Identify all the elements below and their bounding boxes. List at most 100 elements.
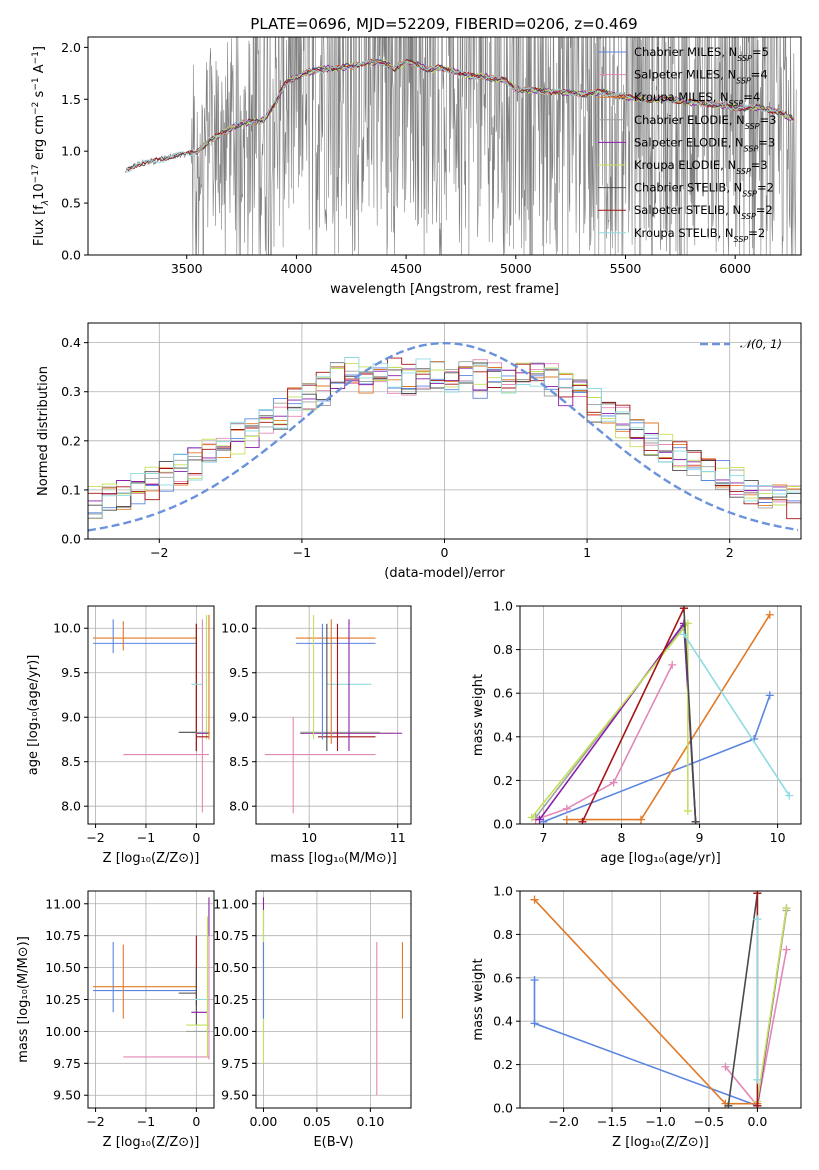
data-point-kroupa_elodie: [683, 806, 692, 815]
series-line-kroupa_elodie: [531, 621, 689, 819]
legend-count: =4: [743, 90, 760, 104]
y-axis-label: Flux [fλ10−17 erg cm−2 s−1 A−1]: [31, 46, 51, 246]
model-spectrum-salpeter_stelib: [127, 58, 794, 172]
data-point-salpeter_stelib: [753, 891, 762, 898]
gridlines: [256, 606, 411, 824]
data-point-salpeter_stelib: [679, 606, 688, 613]
data-point-kroupa_stelib: [753, 915, 762, 924]
y-tick-label: 9.0: [61, 710, 81, 725]
plot-area: [88, 342, 801, 532]
y-axis-label: age [log₁₀(age/yr)]: [26, 655, 41, 776]
data-point-kroupa_stelib: [753, 1075, 762, 1084]
legend-subscript: SSP: [742, 189, 757, 198]
observed-spectrum: [125, 37, 797, 255]
legend-text: Salpeter STELIB, N: [634, 203, 741, 217]
x-tick-label: −1: [137, 1114, 155, 1129]
plot-frame: [87, 322, 802, 540]
y-tick-label: 1.0: [493, 884, 513, 899]
data-point-chabrier_miles: [765, 691, 774, 700]
y-tick-label: 10.25: [213, 992, 249, 1007]
panel-weight_vs_age: 7 8 9 10 0.0 0.2 0.4 0.6 0.8 1.0 age [log₁₀(age/yr…: [471, 599, 802, 866]
y-axis-label: Normed distribution: [36, 366, 51, 496]
legend-subscript: SSP: [729, 99, 744, 108]
data-point-salpeter_miles: [609, 778, 618, 787]
y-axis-label-part: λ: [41, 200, 51, 206]
plot-area: [262, 897, 403, 1096]
data-point-kroupa_elodie: [527, 813, 536, 822]
gridlines: [88, 323, 801, 540]
x-axis-label: (data-model)/error: [384, 566, 505, 581]
y-axis-label: mass weight: [471, 958, 486, 1040]
legend-subscript: SSP: [736, 167, 751, 176]
y-axis-label-part: −1: [31, 77, 41, 90]
x-tick-label: −2: [86, 1114, 104, 1129]
y-axis-label: mass weight: [471, 674, 486, 756]
gridlines: [88, 891, 214, 1108]
y-tick-label: 8.0: [61, 799, 81, 814]
legend-label: Kroupa ELODIE, NSSP=3: [634, 158, 768, 176]
gridlines: [520, 605, 801, 825]
x-tick-label: 5500: [610, 261, 642, 276]
legend-subscript: SSP: [736, 76, 751, 85]
series-line-chabrier_stelib: [727, 893, 759, 1106]
series-line-chabrier_miles: [533, 980, 758, 1107]
x-tick-label: 10: [301, 830, 317, 845]
legend-count: =4: [751, 68, 768, 82]
legend-text: Salpeter ELODIE, N: [634, 135, 744, 149]
y-tick-label: 0.2: [493, 1057, 513, 1072]
x-tick-label: 9: [696, 830, 704, 845]
y-axis-label: mass [log₁₀(M/M⊙)]: [16, 936, 31, 1063]
data-point-salpeter_stelib: [753, 1101, 762, 1108]
y-tick-label: 0.0: [61, 248, 81, 263]
legend-subscript: SSP: [744, 144, 759, 153]
data-point-chabrier_miles: [530, 975, 539, 984]
y-tick-label: 0.8: [493, 927, 513, 942]
x-tick-label: 8: [617, 830, 625, 845]
legend-label: Kroupa STELIB, NSSP=2: [634, 226, 765, 244]
plot-frame: [87, 36, 802, 256]
y-tick-label: 11.00: [45, 896, 81, 911]
data-point-kroupa_stelib: [679, 630, 688, 639]
data-point-salpeter_elodie: [535, 815, 544, 824]
x-tick-label: −1.5: [597, 1114, 627, 1129]
y-axis-label-part: ]: [32, 46, 47, 51]
legend-text: Chabrier STELIB, N: [634, 181, 742, 195]
legend-count: =3: [760, 113, 777, 127]
x-axis-label: Z [log₁₀(Z/Z⊙)]: [103, 1135, 200, 1150]
data-point-salpeter_miles: [562, 804, 571, 813]
panel-mass_vs_ebv: 0.00 0.05 0.10 9.50 9.75 10.00 10.25 10.50 10.75…: [213, 890, 412, 1150]
legend-text: Kroupa STELIB, N: [634, 226, 734, 240]
legend-label: 𝒩(0, 1): [740, 337, 782, 351]
y-tick-label: 2.0: [61, 40, 81, 55]
data-point-kroupa_miles: [562, 815, 571, 824]
legend-label: Salpeter MILES, NSSP=4: [634, 68, 768, 86]
legend-count: =2: [756, 203, 773, 217]
y-tick-label: 9.75: [221, 1056, 249, 1071]
legend-text: Salpeter MILES, N: [634, 68, 736, 82]
legend-label: Chabrier MILES, NSSP=5: [634, 45, 769, 63]
y-tick-label: 0.2: [61, 433, 81, 448]
y-axis-label-part: erg cm: [32, 115, 47, 164]
y-tick-label: 10.50: [213, 960, 249, 975]
y-axis-label-part: −17: [31, 164, 41, 183]
x-tick-label: 0.10: [356, 1114, 384, 1129]
x-tick-label: 0: [192, 830, 200, 845]
plot-area: [527, 606, 794, 824]
y-tick-label: 10.75: [213, 928, 249, 943]
x-tick-label: 11: [390, 830, 406, 845]
y-tick-label: 10.0: [221, 621, 249, 636]
plot-area: [93, 897, 210, 1060]
plot-frame: [87, 605, 215, 825]
legend-subscript: SSP: [734, 234, 749, 243]
panel-spectrum: 3500 4000 4500 5000 5500 6000 0.0 0.5 1.0 1.5 2.0 w…: [31, 36, 802, 297]
y-tick-label: 9.75: [53, 1056, 81, 1071]
legend-label: Chabrier STELIB, NSSP=2: [634, 181, 774, 199]
y-tick-label: 10.75: [45, 928, 81, 943]
y-axis-label-part: 10: [32, 183, 47, 200]
legend-subscript: SSP: [741, 212, 756, 221]
y-axis-label-part: s: [32, 90, 47, 101]
data-point-chabrier_stelib: [724, 1101, 733, 1108]
x-tick-label: −2.0: [548, 1114, 578, 1129]
legend-text: Kroupa ELODIE, N: [634, 158, 736, 172]
